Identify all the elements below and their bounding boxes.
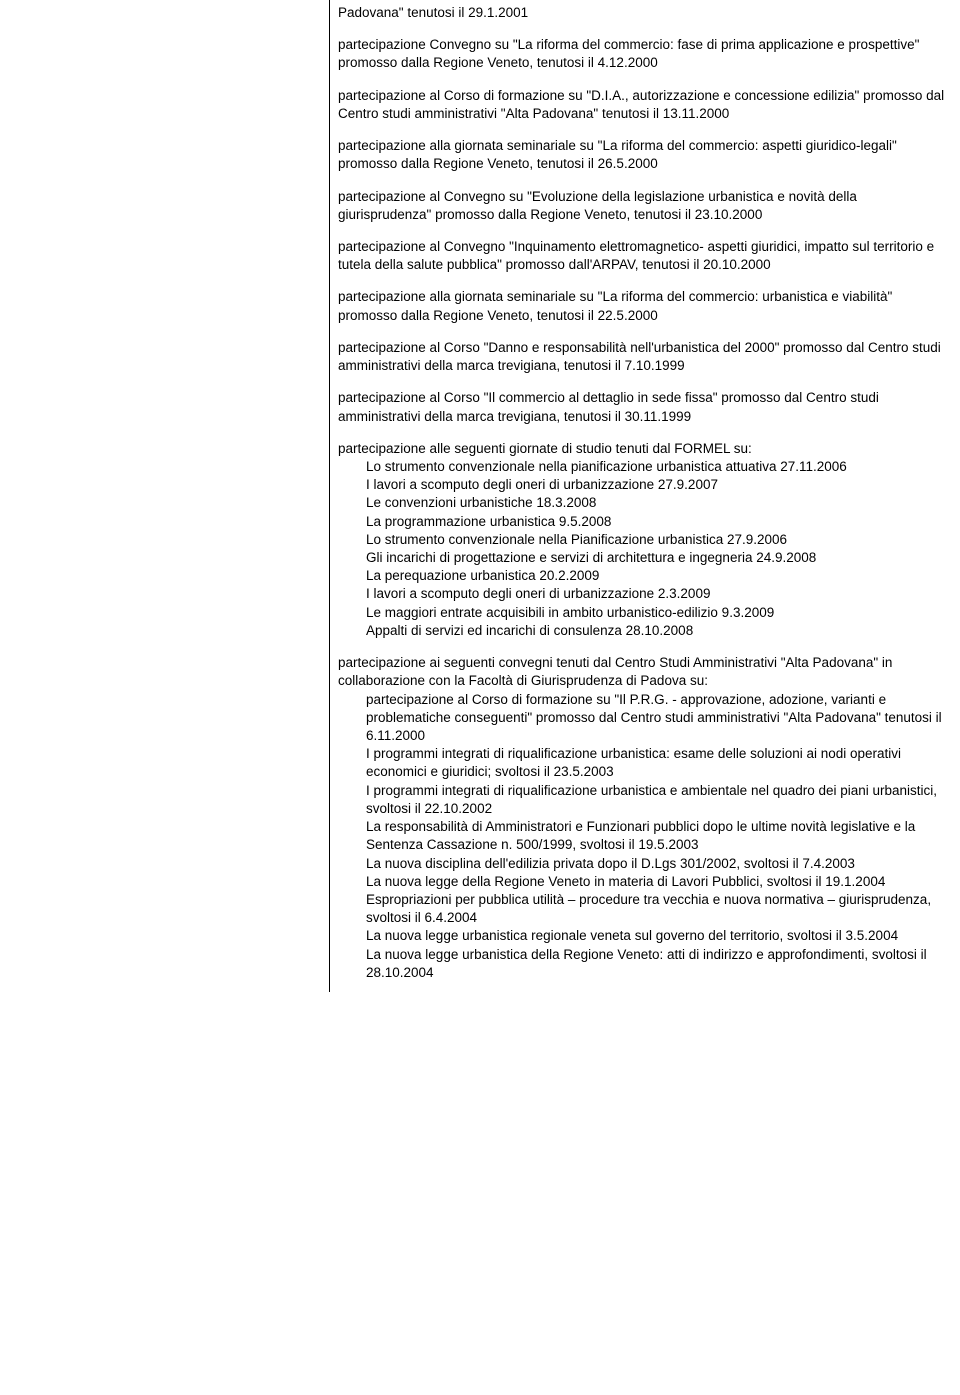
paragraph: partecipazione al Corso di formazione su…	[338, 87, 950, 123]
list-item: Gli incarichi di progettazione e servizi…	[366, 549, 950, 567]
paragraph: partecipazione al Corso "Il commercio al…	[338, 389, 950, 425]
list-item: La nuova legge della Regione Veneto in m…	[366, 873, 950, 891]
list-intro: partecipazione alle seguenti giornate di…	[338, 440, 950, 458]
list-item: partecipazione al Corso di formazione su…	[366, 691, 950, 746]
paragraph-list: partecipazione ai seguenti convegni tenu…	[338, 654, 950, 982]
paragraph: partecipazione alla giornata seminariale…	[338, 288, 950, 324]
list-item: Espropriazioni per pubblica utilità – pr…	[366, 891, 950, 927]
list-item: La programmazione urbanistica 9.5.2008	[366, 513, 950, 531]
list-item: Lo strumento convenzionale nella pianifi…	[366, 458, 950, 476]
left-column	[0, 0, 330, 992]
list-items: Lo strumento convenzionale nella pianifi…	[338, 458, 950, 640]
list-item: La responsabilità di Amministratori e Fu…	[366, 818, 950, 854]
list-item: La nuova disciplina dell'edilizia privat…	[366, 855, 950, 873]
right-column: Padovana" tenutosi il 29.1.2001 partecip…	[330, 0, 960, 992]
list-item: I programmi integrati di riqualificazion…	[366, 782, 950, 818]
paragraph: partecipazione Convegno su "La riforma d…	[338, 36, 950, 72]
list-intro: partecipazione ai seguenti convegni tenu…	[338, 654, 950, 690]
list-item: Le convenzioni urbanistiche 18.3.2008	[366, 494, 950, 512]
list-item: I programmi integrati di riqualificazion…	[366, 745, 950, 781]
list-item: I lavori a scomputo degli oneri di urban…	[366, 585, 950, 603]
list-item: La nuova legge urbanistica della Regione…	[366, 946, 950, 982]
list-item: Lo strumento convenzionale nella Pianifi…	[366, 531, 950, 549]
cv-page: Padovana" tenutosi il 29.1.2001 partecip…	[0, 0, 960, 992]
paragraph: partecipazione alla giornata seminariale…	[338, 137, 950, 173]
list-items: partecipazione al Corso di formazione su…	[338, 691, 950, 983]
list-item: La perequazione urbanistica 20.2.2009	[366, 567, 950, 585]
list-item: La nuova legge urbanistica regionale ven…	[366, 927, 950, 945]
paragraph: partecipazione al Convegno su "Evoluzion…	[338, 188, 950, 224]
list-item: Appalti di servizi ed incarichi di consu…	[366, 622, 950, 640]
paragraph: partecipazione al Corso "Danno e respons…	[338, 339, 950, 375]
paragraph: partecipazione al Convegno "Inquinamento…	[338, 238, 950, 274]
paragraph-list: partecipazione alle seguenti giornate di…	[338, 440, 950, 640]
paragraph: Padovana" tenutosi il 29.1.2001	[338, 4, 950, 22]
list-item: I lavori a scomputo degli oneri di urban…	[366, 476, 950, 494]
list-item: Le maggiori entrate acquisibili in ambit…	[366, 604, 950, 622]
